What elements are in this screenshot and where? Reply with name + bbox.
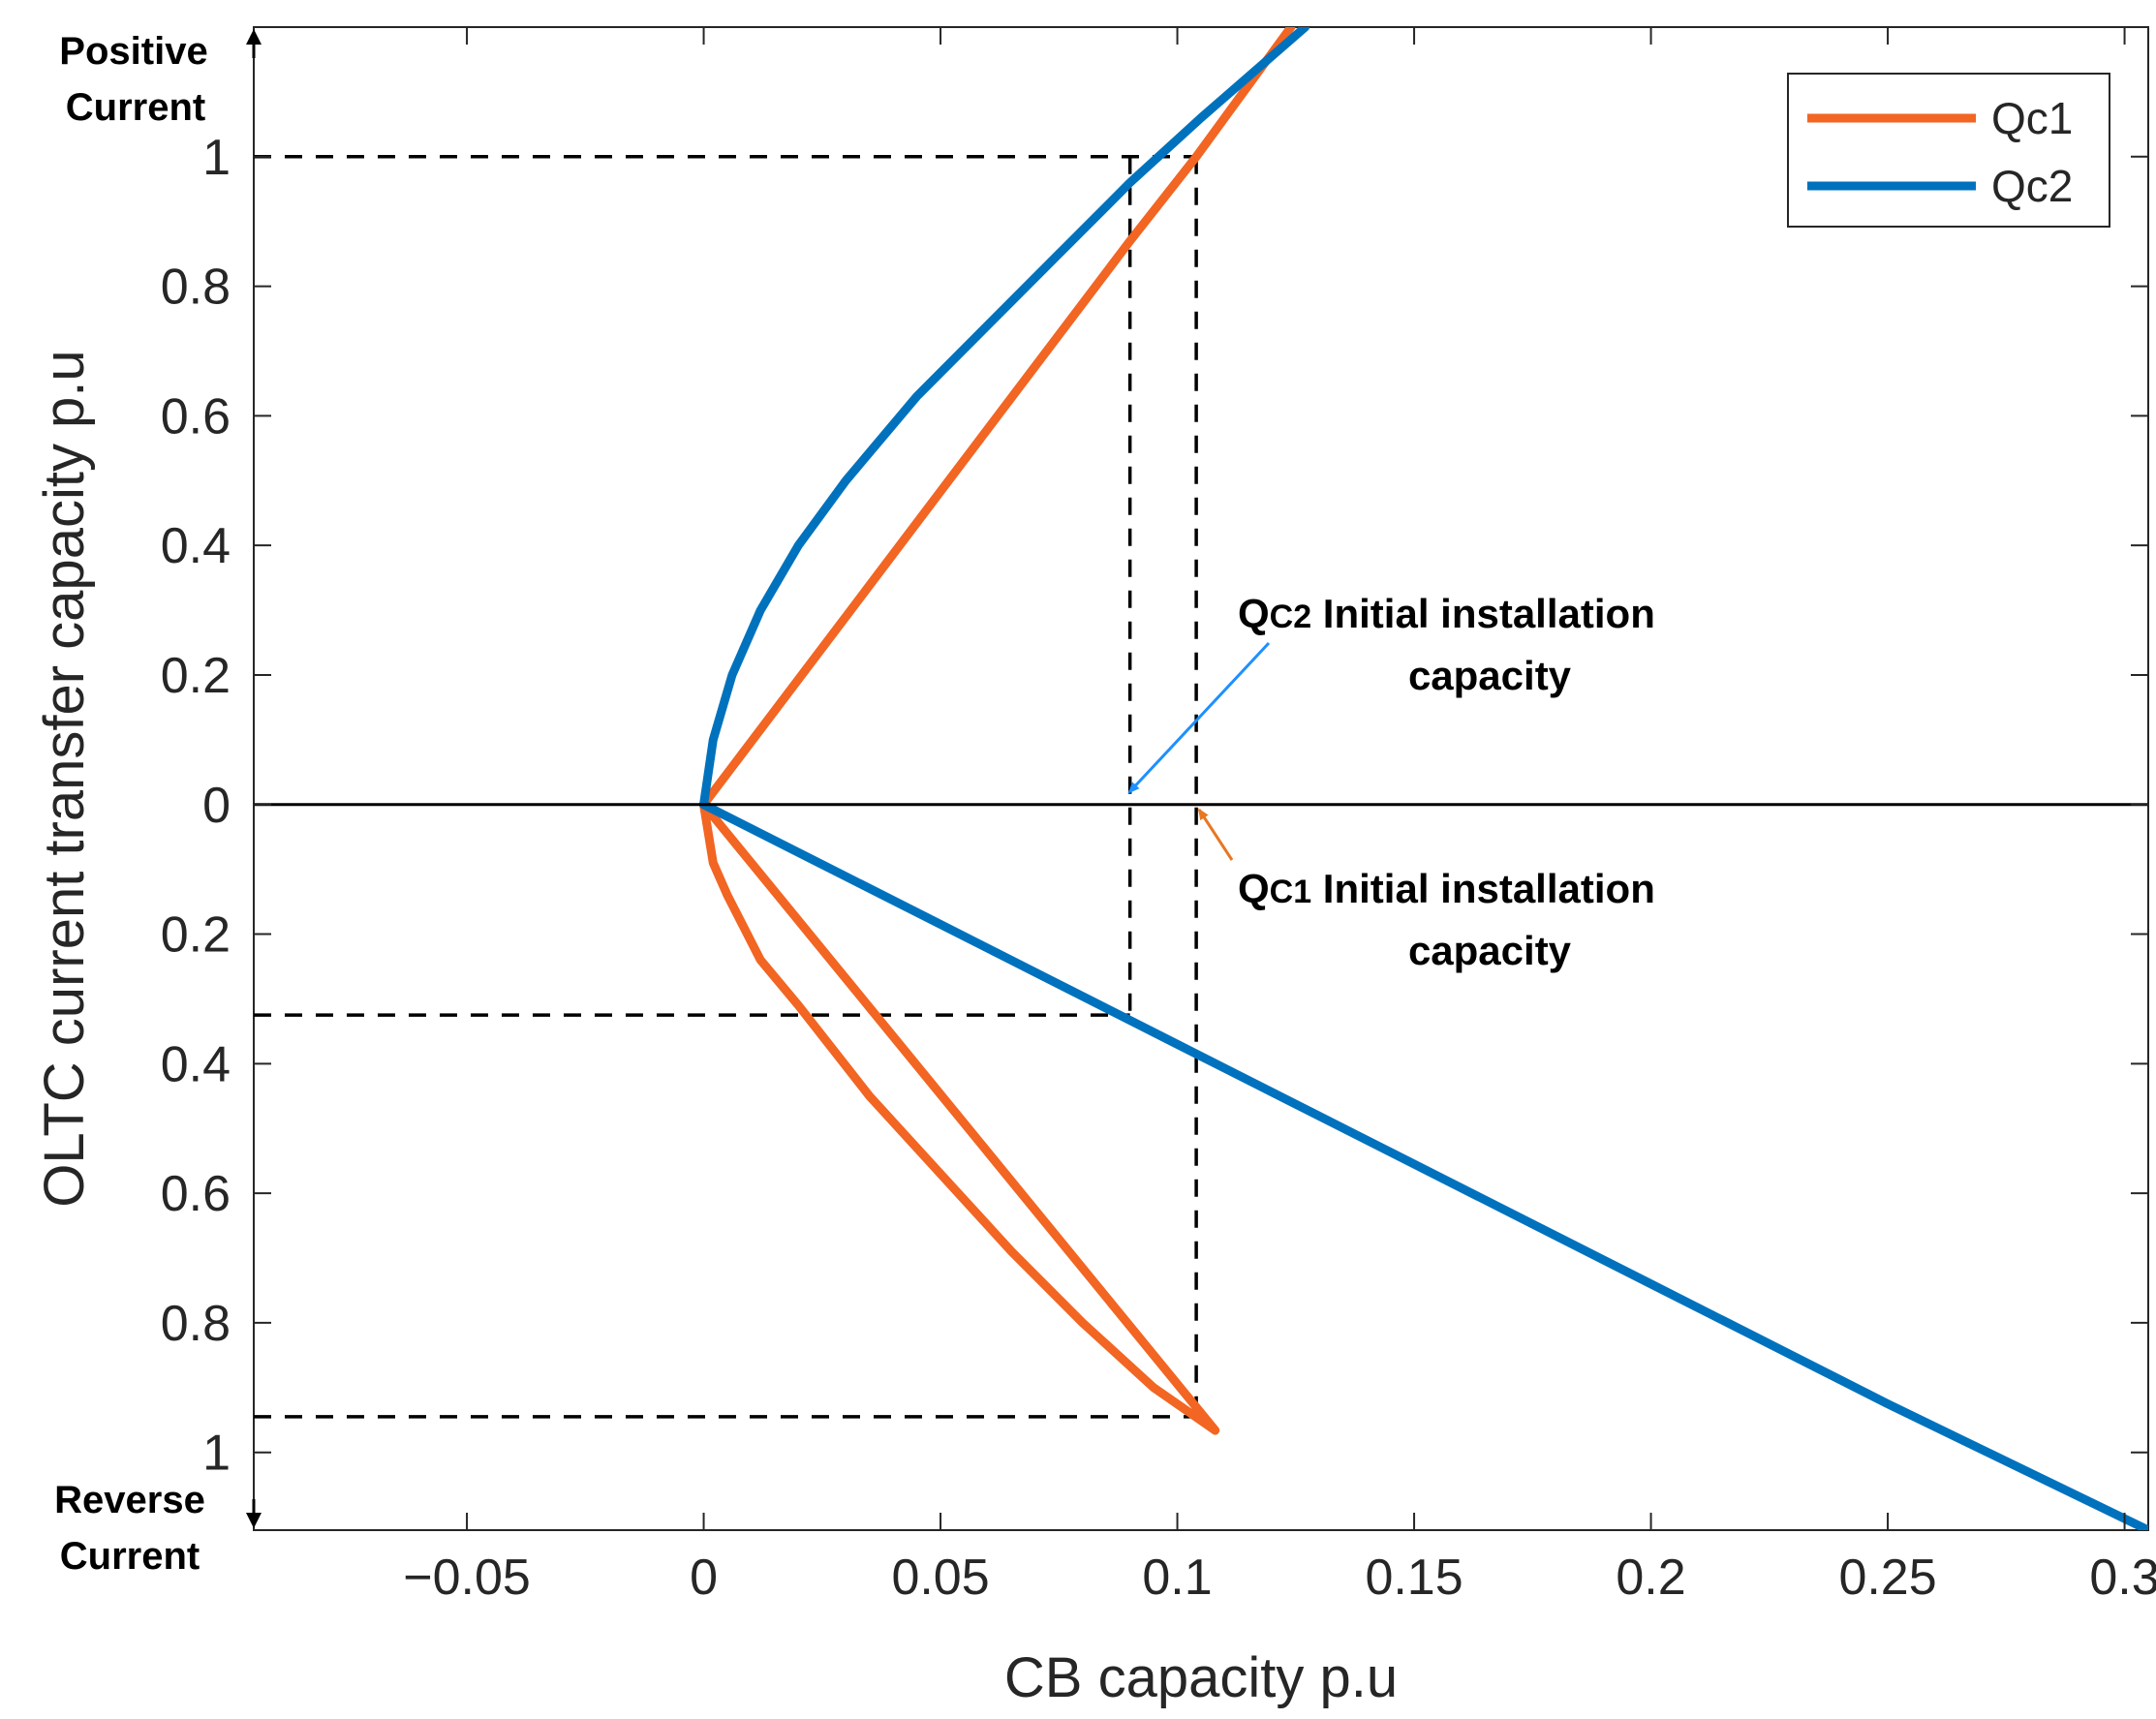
annotation-qc2: QC2 Initial installation capacity <box>1127 591 1655 794</box>
y-tick-label: 0.6 <box>161 388 231 445</box>
annotation-qc2-text: Initial installation <box>1311 591 1655 636</box>
annotation-qc1-q: Q <box>1238 866 1270 911</box>
x-tick-label: 0.05 <box>891 1550 989 1606</box>
y-tick-label: 0.2 <box>161 907 231 964</box>
annotation-qc1-line1: QC1 Initial installation <box>1238 866 1655 911</box>
y-tick-label: 0.2 <box>161 648 231 704</box>
legend-box <box>1787 73 2110 228</box>
y-tick-label: 0 <box>202 778 231 834</box>
y-tick-label: 1 <box>202 130 231 186</box>
annotation-qc1: QC1 Initial installation capacity <box>1197 808 1655 973</box>
x-tick-label: 0.25 <box>1838 1550 1936 1606</box>
annotation-qc2-arrow <box>1127 641 1271 794</box>
x-tick-label: 0.1 <box>1142 1550 1212 1606</box>
x-tick-label: 0.3 <box>2089 1550 2156 1606</box>
annotation-qc1-sub: C1 <box>1270 874 1311 910</box>
annotation-qc2-line2: capacity <box>1408 653 1572 698</box>
x-tick-label: 0.2 <box>1616 1550 1685 1606</box>
series-qc1-lower-branch <box>699 800 1220 1435</box>
series-qc2-upper-branch <box>699 27 1310 810</box>
annotation-qc1-line2: capacity <box>1408 928 1572 973</box>
x-tick-label: 0 <box>690 1550 718 1606</box>
annotation-qc2-sub: C2 <box>1270 599 1311 635</box>
annotation-qc1-text: Initial installation <box>1311 866 1655 911</box>
legend: Qc1 Qc2 <box>1787 73 2110 228</box>
reverse-current-label-line1: Reverse <box>54 1479 205 1521</box>
x-axis-label: CB capacity p.u <box>1004 1646 1398 1709</box>
direction-labels: Positive Current Reverse Current <box>54 29 262 1578</box>
annotation-qc1-arrow <box>1197 808 1234 861</box>
plot-frame <box>253 26 2149 1531</box>
reference-lines <box>254 155 1198 1419</box>
legend-label-qc1: Qc1 <box>1991 93 2073 143</box>
y-tick-label: 0.4 <box>161 518 231 574</box>
annotation-qc2-line1: QC2 Initial installation <box>1238 591 1655 636</box>
x-tick-label: 0.15 <box>1365 1550 1463 1606</box>
y-tick-label: 0.6 <box>161 1166 231 1222</box>
y-tick-label: 0.8 <box>161 1296 231 1352</box>
y-tick-label: 0.8 <box>161 260 231 316</box>
y-tick-label: 1 <box>202 1426 231 1482</box>
reverse-current-label-line2: Current <box>60 1535 200 1578</box>
y-axis-label: OLTC current transfer capacity p.u <box>33 350 96 1207</box>
series-layer <box>699 27 2148 1530</box>
y-tick-label: 0.4 <box>161 1036 231 1092</box>
series-qc1-upper-branch <box>699 27 1296 810</box>
x-tick-label: −0.05 <box>403 1550 531 1606</box>
legend-label-qc2: Qc2 <box>1991 161 2073 211</box>
y-axis-ticks: 1 0.8 0.6 0.4 0.2 0 0.2 0.4 0.6 0.8 1 <box>161 130 2148 1482</box>
plot-area <box>253 26 2149 1531</box>
annotation-qc2-q: Q <box>1238 591 1270 636</box>
positive-current-label-line1: Positive <box>59 30 207 73</box>
series-qc2-lower-branch <box>699 800 2148 1530</box>
positive-current-label-line2: Current <box>66 86 205 129</box>
x-axis-ticks: −0.05 0 0.05 0.1 0.15 0.2 0.25 0.3 <box>403 27 2156 1606</box>
